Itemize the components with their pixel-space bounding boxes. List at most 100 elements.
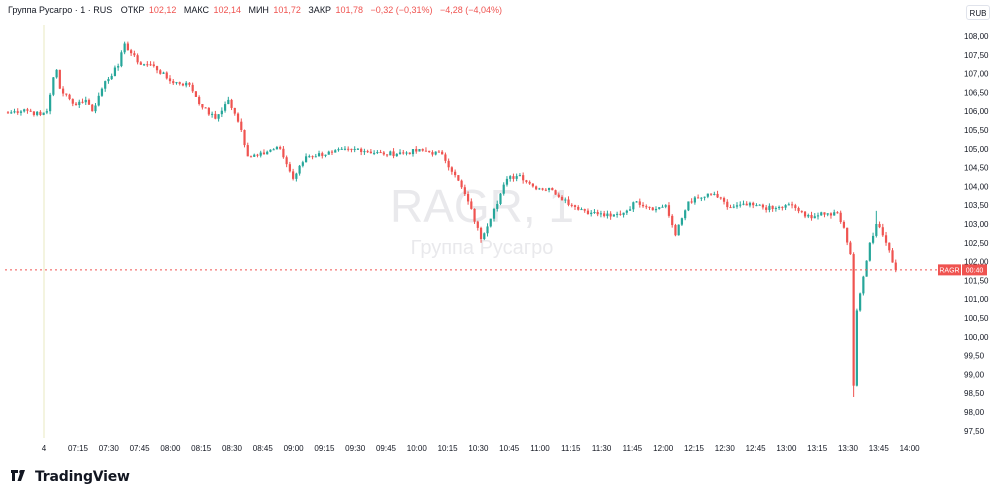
candle-body [71,99,74,104]
candle-body [249,156,253,158]
price-tag-ticker: RAGR [939,267,959,274]
candle-body [709,193,713,195]
y-tick-label: 103,50 [964,201,989,210]
candle-body [19,111,23,113]
candle-body [65,93,68,95]
x-axis[interactable]: 4 07:15 07:30 07:45 08:00 08:15 08:30 08:45 09:0… [42,444,920,453]
candle-body [356,148,360,150]
candle-body [580,209,583,211]
candle-body [165,72,168,79]
candle-body [243,130,246,146]
candle-body [259,152,262,156]
candle-body [385,154,389,156]
candle-body [292,171,295,179]
candle-body [816,215,820,217]
price-tag-ticker-bg [938,264,961,276]
candle-body [722,198,726,202]
candle-body [619,213,622,215]
x-tick-label: 07:45 [130,444,151,453]
candle-body [36,111,39,115]
candle-body [139,62,142,65]
candle-body [327,151,330,155]
high-value: 102,14 [213,5,241,15]
candle-body [735,205,739,207]
candle-body [317,153,321,157]
candle-body [849,242,852,255]
close-value: 101,78 [336,5,364,15]
candle-body [505,178,509,185]
candle-body [175,82,178,84]
low-label: МИН [248,5,268,15]
candle-body [55,69,58,78]
candle-body [94,105,97,112]
candle-body [256,154,259,156]
candle-body [544,189,547,191]
candle-body [26,109,29,111]
candle-body [428,150,431,153]
candle-body [454,171,457,176]
candle-body [201,104,204,108]
candle-body [321,153,324,156]
candle-body [74,103,78,105]
candle-body [842,221,846,228]
candle-body [748,202,752,206]
x-tick-label: 07:15 [68,444,89,453]
candle-body [833,212,836,216]
y-tick-label: 105,00 [964,145,989,154]
candle-body [638,201,641,205]
x-tick-label: 09:15 [314,444,335,453]
candle-body [421,149,424,151]
candle-body [661,206,664,208]
candle-body [207,108,210,115]
candle-body [635,201,638,203]
y-tick-label: 106,50 [964,88,989,97]
x-tick-label: 09:30 [345,444,366,453]
x-tick-label: 12:45 [746,444,767,453]
candle-body [690,201,693,203]
candle-body [408,152,411,155]
candle-body [450,167,453,172]
y-tick-label: 102,50 [964,239,989,248]
candle-body [97,95,100,106]
candle-body [78,101,81,105]
y-tick-label: 101,50 [964,276,989,285]
y-tick-label: 104,50 [964,164,989,173]
x-tick-label: 07:30 [99,444,120,453]
candle-body [282,148,285,158]
y-tick-label: 104,00 [964,182,989,191]
open-value: 102,12 [149,5,177,15]
candle-body [891,250,894,263]
candle-body [340,148,343,150]
candle-body [233,107,236,114]
candle-body [120,52,123,67]
y-tick-label: 105,50 [964,126,989,135]
candle-body [350,148,353,150]
y-tick-label: 99,00 [964,370,985,379]
candle-body [304,156,308,163]
candle-body [13,111,16,113]
candle-body [823,212,826,215]
candle-body [181,83,185,86]
candle-body [444,154,447,161]
candle-body [667,205,671,216]
candle-body [612,214,615,217]
candle-body [84,99,87,103]
currency-button[interactable]: RUB [966,5,990,20]
y-tick-label: 107,50 [964,51,989,60]
y-tick-label: 102,00 [964,258,989,267]
candle-body [479,227,483,240]
candle-body [677,224,680,236]
y-axis[interactable]: 108,00 107,50 107,00 106,50 106,00 105,50 105,… [964,32,989,436]
candle-body [392,151,395,157]
candle-body [768,205,771,210]
candle-body [807,214,810,217]
candle-body [133,53,136,56]
candle-body [473,208,476,222]
candle-body [220,110,223,115]
candle-body [557,194,560,197]
candle-body [457,175,460,181]
candle-body [330,151,334,153]
candle-body [671,215,674,226]
tradingview-logo[interactable]: TradingView [8,468,130,486]
